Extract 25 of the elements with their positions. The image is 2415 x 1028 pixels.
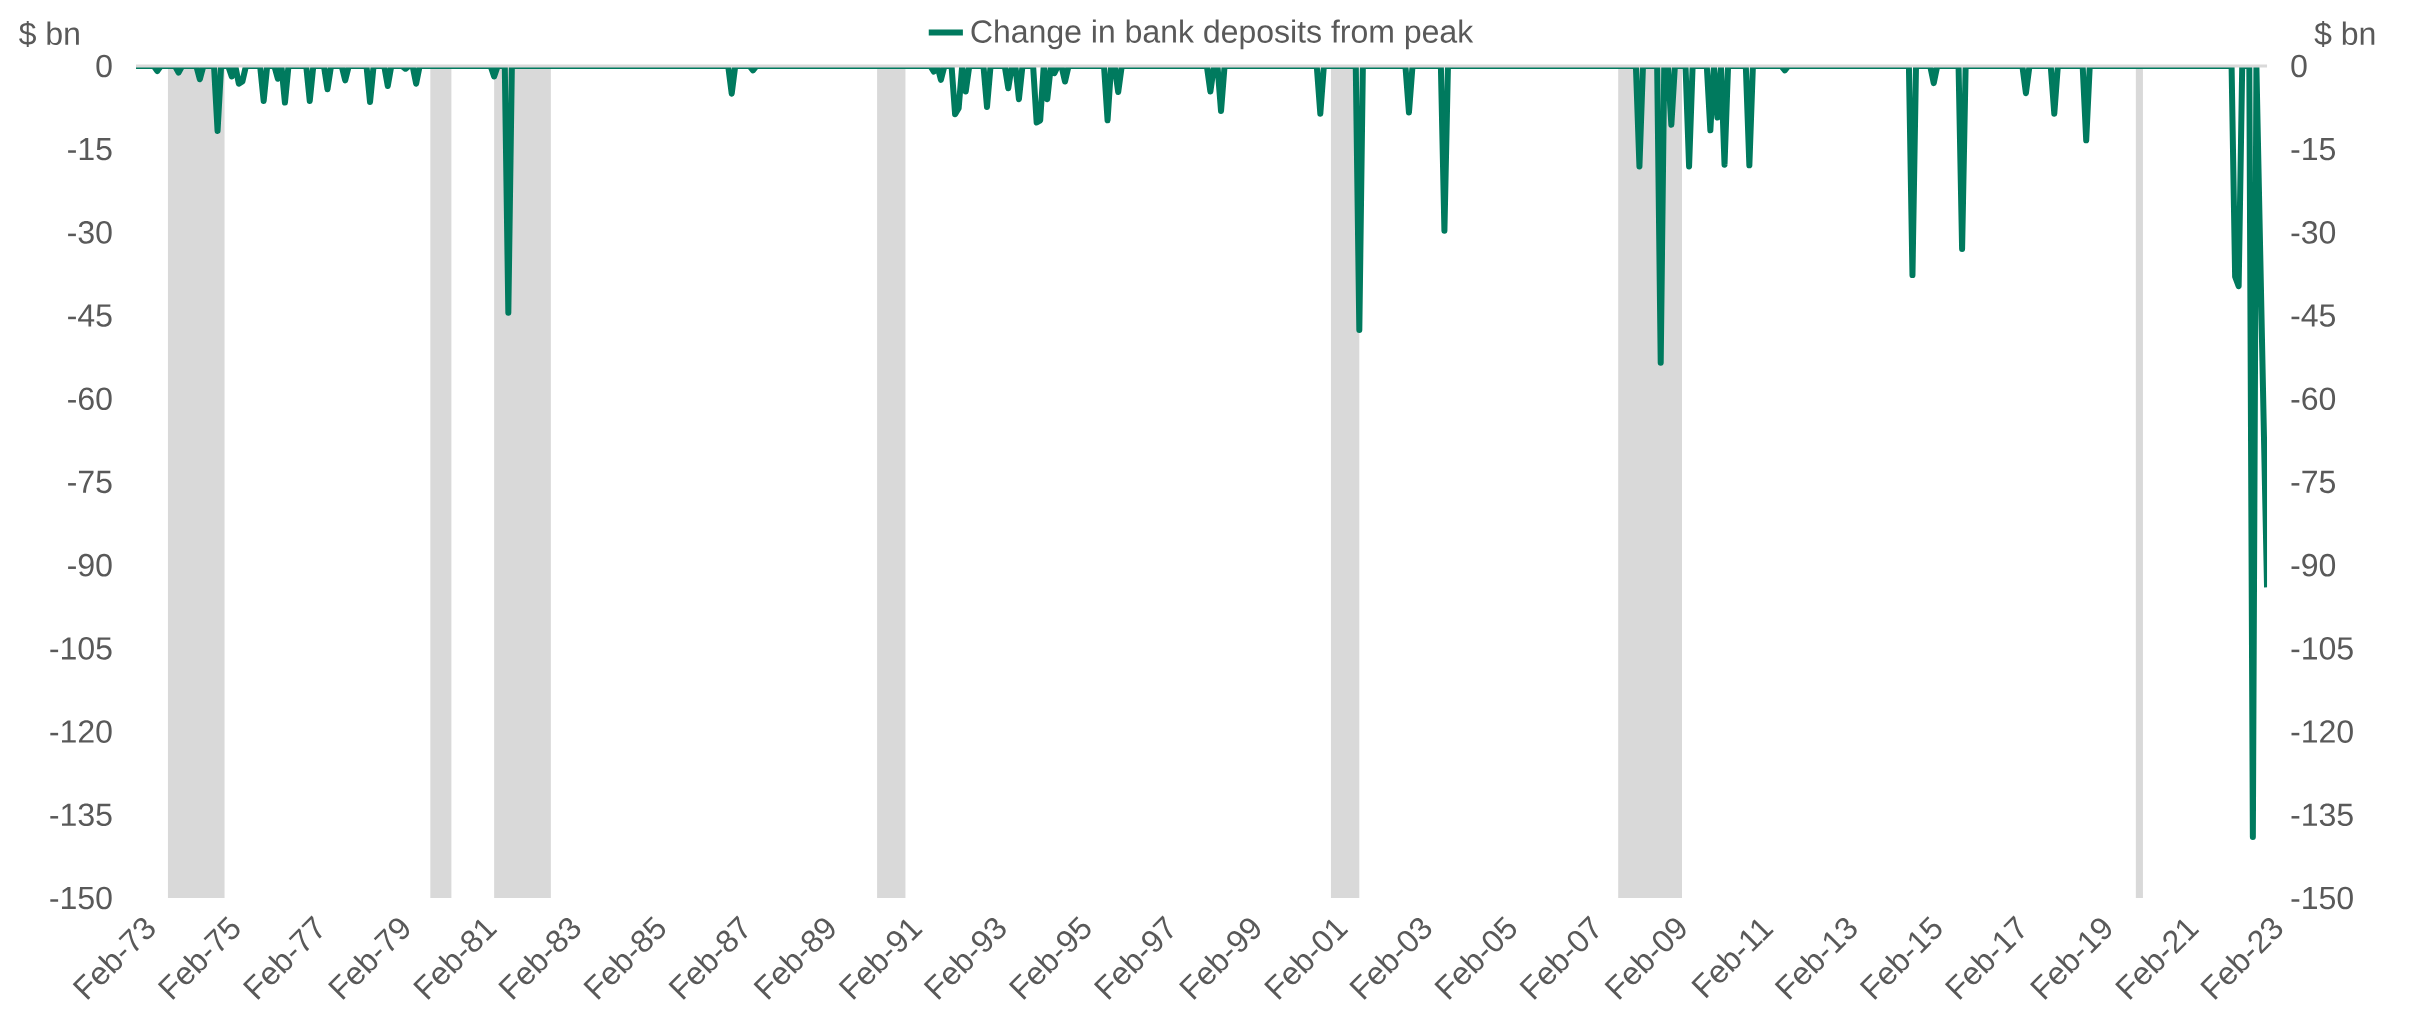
- y-tick-label: -90: [68, 553, 112, 577]
- y2-tick-label: -30: [2291, 221, 2336, 244]
- y2-tick-label: 0: [2291, 54, 2307, 78]
- y-tick-label: -75: [68, 470, 112, 494]
- y2-tick-label: -105: [2291, 637, 2353, 660]
- y-tick-label: -45: [68, 304, 112, 327]
- y-tick-label: -135: [50, 803, 112, 827]
- y-axis-title: $ bn: [19, 21, 79, 47]
- y2-tick-label: -120: [2291, 720, 2353, 743]
- y-tick-label: -150: [50, 886, 112, 910]
- y-tick-label: -30: [68, 221, 112, 244]
- y-tick-label: -105: [50, 637, 112, 660]
- y2-tick-label: -60: [2291, 387, 2336, 411]
- y2-tick-label: -45: [2291, 304, 2335, 327]
- y2-tick-label: -15: [2291, 138, 2335, 161]
- y-tick-label: -120: [50, 720, 112, 743]
- y-tick-label: 0: [96, 54, 112, 78]
- y-tick-label: -15: [68, 138, 112, 161]
- y2-tick-label: -75: [2291, 470, 2335, 494]
- y2-tick-label: -150: [2291, 886, 2353, 910]
- y-tick-label: -60: [68, 387, 112, 411]
- y2-tick-label: -90: [2291, 553, 2336, 577]
- legend-label: Change in bank deposits from peak: [971, 19, 1474, 50]
- y2-axis-title: $ bn: [2314, 21, 2375, 47]
- y2-tick-label: -135: [2291, 803, 2353, 827]
